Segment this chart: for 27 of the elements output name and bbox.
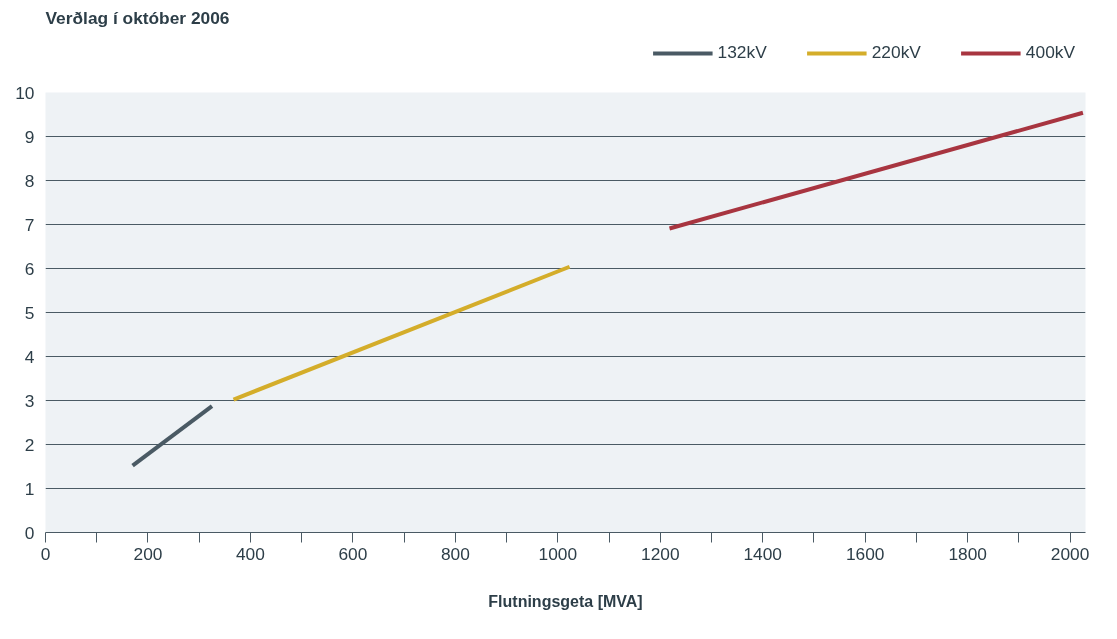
y-tick-label: 2 bbox=[24, 434, 35, 455]
y-tick-label: 8 bbox=[24, 170, 35, 191]
y-tick-label: 7 bbox=[24, 214, 35, 235]
y-tick-label: 1 bbox=[24, 478, 35, 499]
x-tick-label: 200 bbox=[133, 543, 163, 564]
y-tick-label: 5 bbox=[24, 302, 35, 323]
x-tick-label: 1200 bbox=[641, 543, 680, 564]
y-tick-label: 6 bbox=[24, 258, 35, 279]
x-tick-label: 0 bbox=[40, 543, 51, 564]
x-tick-label: 1400 bbox=[743, 543, 783, 564]
x-tick-label: 600 bbox=[338, 543, 368, 564]
x-tick-label: 2000 bbox=[1050, 543, 1090, 564]
legend-label: 400kV bbox=[1025, 42, 1075, 63]
y-tick-label: 0 bbox=[24, 522, 35, 543]
legend-label: 220kV bbox=[871, 42, 921, 63]
x-tick-label: 1800 bbox=[948, 543, 987, 564]
y-tick-label: 3 bbox=[24, 390, 35, 411]
x-tick-label: 400 bbox=[235, 543, 265, 564]
y-tick-label: 9 bbox=[24, 126, 35, 147]
x-tick-label: 800 bbox=[440, 543, 470, 564]
legend-label: 132kV bbox=[717, 42, 767, 63]
y-tick-label: 10 bbox=[15, 82, 35, 103]
x-tick-label: 1600 bbox=[845, 543, 885, 564]
chart-title: Verðlag í október 2006 bbox=[45, 7, 230, 28]
y-tick-label: 4 bbox=[24, 346, 35, 367]
x-axis-title: Flutningsgeta [MVA] bbox=[488, 592, 643, 610]
x-tick-label: 1000 bbox=[538, 543, 578, 564]
